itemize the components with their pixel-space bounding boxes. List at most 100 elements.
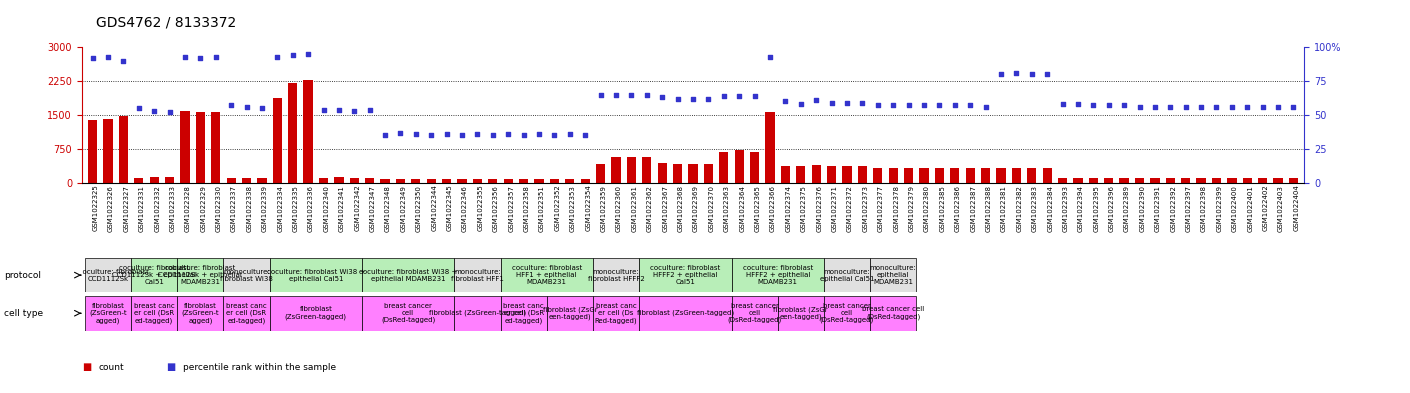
Text: breast cancer
cell
(DsRed-tagged): breast cancer cell (DsRed-tagged) xyxy=(728,303,781,323)
Point xyxy=(1066,101,1089,107)
Bar xyxy=(1089,178,1098,183)
Text: fibroblast (ZsGreen-tagged): fibroblast (ZsGreen-tagged) xyxy=(637,310,733,316)
Text: fibroblast
(ZsGreen-t
agged): fibroblast (ZsGreen-t agged) xyxy=(182,303,219,324)
Bar xyxy=(85,296,131,331)
Point xyxy=(1190,104,1213,110)
Text: GSM1022352: GSM1022352 xyxy=(554,185,560,231)
Point xyxy=(312,107,334,113)
Bar xyxy=(454,296,501,331)
Text: GSM1022404: GSM1022404 xyxy=(1293,185,1300,231)
Bar xyxy=(594,258,639,292)
Text: ■: ■ xyxy=(82,362,92,373)
Text: GSM1022338: GSM1022338 xyxy=(247,185,252,232)
Point xyxy=(451,132,474,138)
Text: GSM1022358: GSM1022358 xyxy=(523,185,530,231)
Bar xyxy=(534,179,544,183)
Bar xyxy=(639,258,732,292)
Text: GSM1022370: GSM1022370 xyxy=(708,185,715,232)
Bar xyxy=(981,168,990,183)
Text: monoculture: fibroblast
CCD1112Sk: monoculture: fibroblast CCD1112Sk xyxy=(68,268,149,282)
Point xyxy=(358,107,381,113)
Text: GSM1022347: GSM1022347 xyxy=(369,185,375,231)
Point xyxy=(558,131,581,137)
Text: count: count xyxy=(99,363,124,372)
Point xyxy=(1021,71,1043,77)
Text: GSM1022376: GSM1022376 xyxy=(816,185,822,232)
Text: GSM1022388: GSM1022388 xyxy=(986,185,991,232)
Bar xyxy=(131,258,178,292)
Point xyxy=(928,102,950,108)
Bar xyxy=(272,98,282,183)
Bar xyxy=(227,178,235,183)
Text: GSM1022361: GSM1022361 xyxy=(632,185,637,232)
Bar xyxy=(1182,178,1190,183)
Text: GSM1022336: GSM1022336 xyxy=(309,185,314,232)
Bar xyxy=(750,152,759,183)
Text: GSM1022363: GSM1022363 xyxy=(723,185,730,232)
Bar xyxy=(501,258,594,292)
Text: GSM1022377: GSM1022377 xyxy=(878,185,884,232)
Bar xyxy=(950,168,959,183)
Text: GSM1022371: GSM1022371 xyxy=(832,185,838,232)
Bar xyxy=(797,167,805,183)
Point xyxy=(651,94,674,101)
Point xyxy=(1282,104,1304,110)
Bar xyxy=(303,80,313,183)
Text: monoculture:
fibroblast HFFF2: monoculture: fibroblast HFFF2 xyxy=(588,268,644,282)
Text: GSM1022342: GSM1022342 xyxy=(354,185,361,231)
Point xyxy=(912,102,935,108)
Bar xyxy=(1197,178,1206,183)
Bar xyxy=(1242,178,1252,183)
Text: GSM1022401: GSM1022401 xyxy=(1248,185,1253,231)
Bar xyxy=(427,179,436,183)
Bar xyxy=(826,167,836,183)
Text: GSM1022390: GSM1022390 xyxy=(1139,185,1145,232)
Text: GSM1022378: GSM1022378 xyxy=(893,185,900,232)
Bar xyxy=(131,296,178,331)
Point xyxy=(343,108,365,114)
Point xyxy=(943,102,966,108)
Point xyxy=(1144,104,1166,110)
Point xyxy=(251,105,274,111)
Text: fibroblast (ZsGr
een-tagged): fibroblast (ZsGr een-tagged) xyxy=(774,306,828,320)
Bar xyxy=(732,258,823,292)
Text: GSM1022364: GSM1022364 xyxy=(739,185,746,231)
Text: GSM1022353: GSM1022353 xyxy=(570,185,575,231)
Bar xyxy=(735,150,744,183)
Point xyxy=(204,53,227,60)
Point xyxy=(852,99,874,106)
Bar xyxy=(396,179,405,183)
Text: GSM1022355: GSM1022355 xyxy=(478,185,484,231)
Point xyxy=(697,95,719,102)
Bar xyxy=(180,111,189,183)
Point xyxy=(805,97,828,103)
Bar xyxy=(362,258,454,292)
Bar xyxy=(350,178,360,183)
Bar xyxy=(1012,168,1021,183)
Bar xyxy=(688,164,698,183)
Bar xyxy=(454,258,501,292)
Bar xyxy=(1120,178,1129,183)
Point xyxy=(620,92,643,98)
Text: GSM1022381: GSM1022381 xyxy=(1001,185,1007,232)
Point xyxy=(1005,70,1028,76)
Text: GSM1022351: GSM1022351 xyxy=(539,185,546,231)
Bar xyxy=(639,296,732,331)
Text: monoculture:
epithelial Cal51: monoculture: epithelial Cal51 xyxy=(819,268,874,282)
Text: GSM1022369: GSM1022369 xyxy=(694,185,699,232)
Bar xyxy=(362,296,454,331)
Text: GSM1022399: GSM1022399 xyxy=(1217,185,1222,232)
Text: GSM1022385: GSM1022385 xyxy=(939,185,945,231)
Bar xyxy=(547,296,594,331)
Text: GSM1022397: GSM1022397 xyxy=(1186,185,1191,232)
Text: GSM1022391: GSM1022391 xyxy=(1155,185,1160,232)
Text: GSM1022356: GSM1022356 xyxy=(493,185,499,231)
Text: GSM1022354: GSM1022354 xyxy=(585,185,591,231)
Point xyxy=(189,55,211,61)
Text: GSM1022373: GSM1022373 xyxy=(863,185,869,232)
Bar xyxy=(732,296,778,331)
Point xyxy=(774,98,797,105)
Text: monoculture:
fibroblast HFF1: monoculture: fibroblast HFF1 xyxy=(451,268,503,282)
Text: GSM1022337: GSM1022337 xyxy=(231,185,237,232)
Text: GSM1022327: GSM1022327 xyxy=(123,185,130,231)
